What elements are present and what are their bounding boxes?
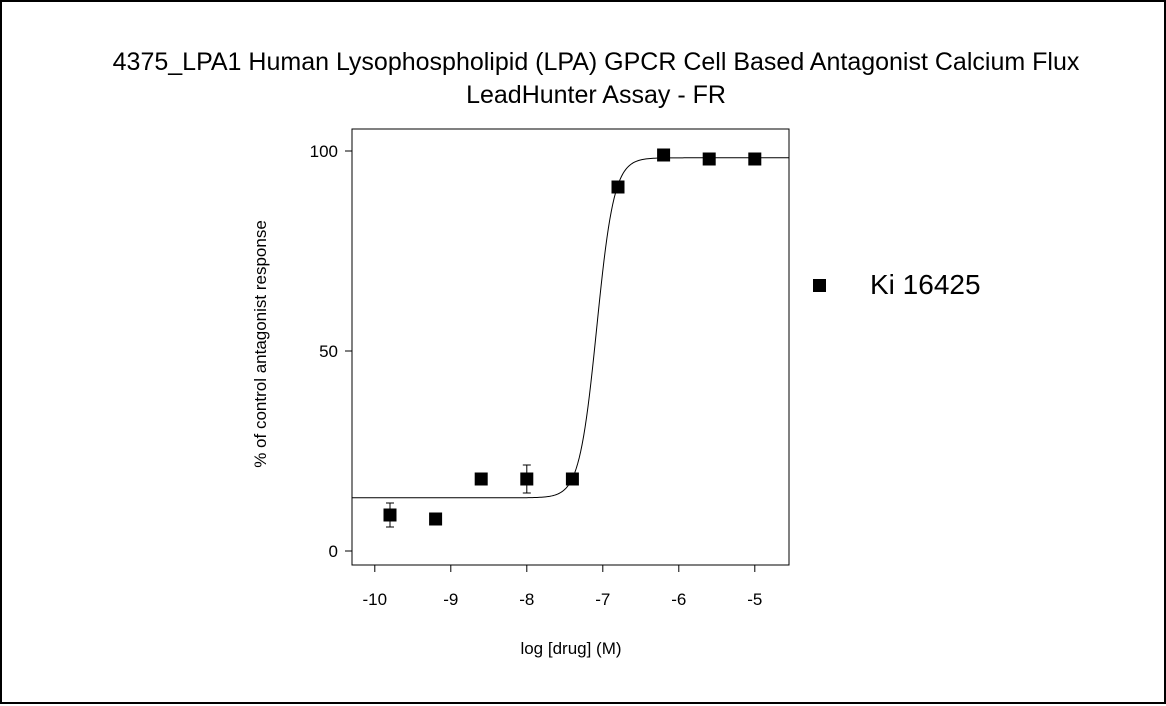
- y-tick-label: 0: [329, 542, 338, 561]
- y-tick-label: 50: [319, 342, 338, 361]
- chart-title-line-2: LeadHunter Assay - FR: [466, 81, 726, 109]
- data-point: [565, 472, 579, 486]
- chart-title-line-1: 4375_LPA1 Human Lysophospholipid (LPA) G…: [113, 48, 1080, 76]
- x-tick-label: -5: [747, 590, 762, 609]
- data-point: [429, 512, 443, 526]
- plot-frame: [351, 128, 790, 566]
- y-axis-label: % of control antagonist response: [251, 220, 270, 468]
- data-point: [474, 472, 488, 486]
- fit-curve: [352, 157, 789, 499]
- data-point: [702, 152, 716, 166]
- legend-marker: [813, 279, 826, 292]
- legend-label: Ki 16425: [870, 269, 981, 300]
- data-point: [520, 472, 534, 486]
- x-tick-label: -10: [363, 590, 388, 609]
- x-tick-label: -6: [671, 590, 686, 609]
- x-tick-label: -8: [519, 590, 534, 609]
- data-point: [611, 180, 625, 194]
- x-tick-label: -9: [443, 590, 458, 609]
- y-tick-label: 100: [310, 142, 338, 161]
- data-point: [657, 148, 671, 162]
- data-point: [748, 152, 762, 166]
- x-tick-label: -7: [595, 590, 610, 609]
- x-axis-label: log [drug] (M): [520, 639, 621, 658]
- data-point: [383, 508, 397, 522]
- plot-area: -10 -9 -8 -7 -6 -5 0 50 100: [310, 128, 790, 609]
